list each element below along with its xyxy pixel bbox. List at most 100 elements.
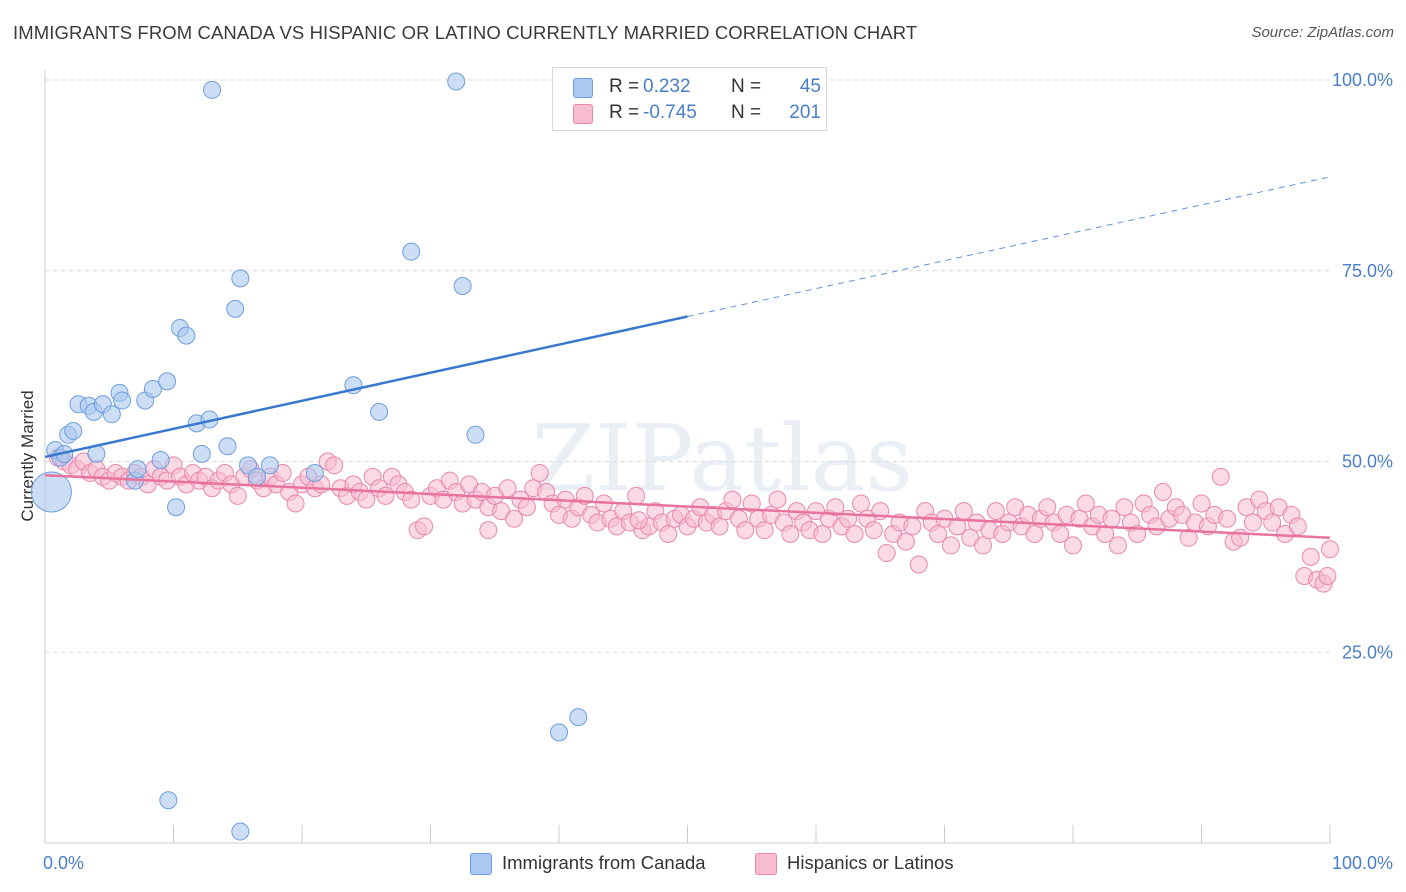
canada-point [64, 421, 83, 440]
legend-swatch-hispanic [573, 104, 593, 124]
hispanic-point [517, 498, 536, 517]
hispanic-point [1288, 517, 1307, 536]
r-value: -0.745 [643, 102, 697, 123]
hispanic-point [415, 517, 434, 536]
y-tick-labels: 25.0% 50.0% 75.0% 100.0% [1332, 70, 1393, 662]
hispanic-point [864, 521, 883, 540]
legend-label-canada: Immigrants from Canada [502, 852, 706, 873]
canada-point [226, 299, 245, 318]
hispanic-point [1231, 528, 1250, 547]
grid-lines [45, 79, 1330, 653]
legend-label-hispanic: Hispanics or Latinos [787, 852, 954, 873]
hispanic-point [826, 498, 845, 517]
r-label: R = [609, 76, 640, 97]
r-label: R = [609, 102, 640, 123]
hispanic-point [1076, 494, 1095, 513]
canada-point [203, 80, 222, 99]
canada-point [447, 72, 466, 91]
hispanic-point [1025, 524, 1044, 543]
hispanic-point [781, 524, 800, 543]
hispanic-point [1243, 513, 1262, 532]
hispanic-point [1211, 467, 1230, 486]
hispanic-point [286, 494, 305, 513]
canada-point [370, 402, 389, 421]
n-label: N = [731, 76, 762, 97]
hispanic-point [948, 517, 967, 536]
hispanic-point [629, 511, 648, 530]
hispanic-point [742, 494, 761, 513]
canada-point [113, 391, 132, 410]
canada-point [550, 723, 568, 742]
y-tick-label: 50.0% [1342, 452, 1393, 472]
source-label: Source: ZipAtlas.com [1251, 24, 1394, 41]
hispanic-point [755, 521, 774, 540]
hispanic-point [1115, 498, 1134, 517]
hispanic-point [1321, 540, 1339, 559]
hispanic-point [896, 532, 915, 551]
hispanic-point [909, 555, 928, 574]
hispanic-point [929, 524, 948, 543]
canada-point [158, 372, 177, 391]
legend-swatch-hispanic [755, 853, 777, 875]
hispanic-point [851, 494, 870, 513]
canada-point [143, 380, 162, 399]
canada-point [30, 471, 72, 513]
hispanic-point [845, 524, 864, 543]
y-tick-label: 25.0% [1342, 642, 1393, 662]
canada-point [569, 708, 588, 727]
trend-lines [44, 176, 1331, 540]
hispanic-point [659, 524, 678, 543]
canada-point [177, 326, 196, 345]
hispanic-point [1318, 566, 1337, 585]
hispanic-point [768, 490, 787, 509]
hispanic-point [1096, 524, 1115, 543]
hispanic-point [627, 486, 646, 505]
hispanic-point [325, 456, 344, 475]
hispanic-point [723, 490, 742, 509]
n-value: 201 [789, 102, 821, 123]
hispanic-point [710, 517, 729, 536]
hispanic-point [903, 517, 922, 536]
chart-title: IMMIGRANTS FROM CANADA VS HISPANIC OR LA… [13, 22, 918, 43]
hispanic-point [1301, 547, 1320, 566]
hispanic-point [1179, 528, 1198, 547]
hispanic-point [1263, 513, 1282, 532]
hispanic-point [736, 521, 755, 540]
hispanic-point [505, 509, 524, 528]
x-tick-labels: 0.0% 100.0% [43, 853, 1393, 873]
r-value: 0.232 [643, 76, 691, 97]
canada-point [231, 269, 250, 288]
canada-point [466, 425, 485, 444]
hispanic-point [479, 521, 498, 540]
hispanic-point [530, 463, 549, 482]
canada-point [151, 450, 170, 469]
hispanic-point [1153, 483, 1172, 502]
legend-swatch-canada [573, 78, 593, 98]
canada-point [218, 437, 237, 456]
canada-point [167, 498, 186, 517]
n-label: N = [731, 102, 762, 123]
canada-trend-line [44, 315, 688, 459]
canada-point [102, 405, 121, 424]
hispanic-point [1064, 536, 1082, 555]
canada-point [192, 444, 211, 463]
canada-point [231, 822, 250, 841]
hispanic-point [402, 490, 421, 509]
x-tick-label: 100.0% [1332, 853, 1393, 873]
y-tick-label: 75.0% [1342, 261, 1393, 281]
hispanic-point [1218, 509, 1237, 528]
hispanic-point [986, 502, 1005, 521]
hispanic-point [941, 536, 960, 555]
hispanic-point [813, 524, 832, 543]
hispanic-point [1108, 536, 1127, 555]
hispanic-trend-line [44, 473, 1331, 540]
canada-point [453, 277, 472, 296]
canada-point [402, 242, 421, 261]
n-value: 45 [799, 76, 821, 97]
y-tick-label: 100.0% [1332, 70, 1393, 90]
canada-trend-extension [687, 176, 1331, 318]
x-tick-label: 0.0% [43, 853, 84, 873]
legend-swatch-canada [470, 853, 492, 875]
correlation-legend: R = 0.232 N = 45 R = -0.745 N = 201 [552, 67, 827, 131]
